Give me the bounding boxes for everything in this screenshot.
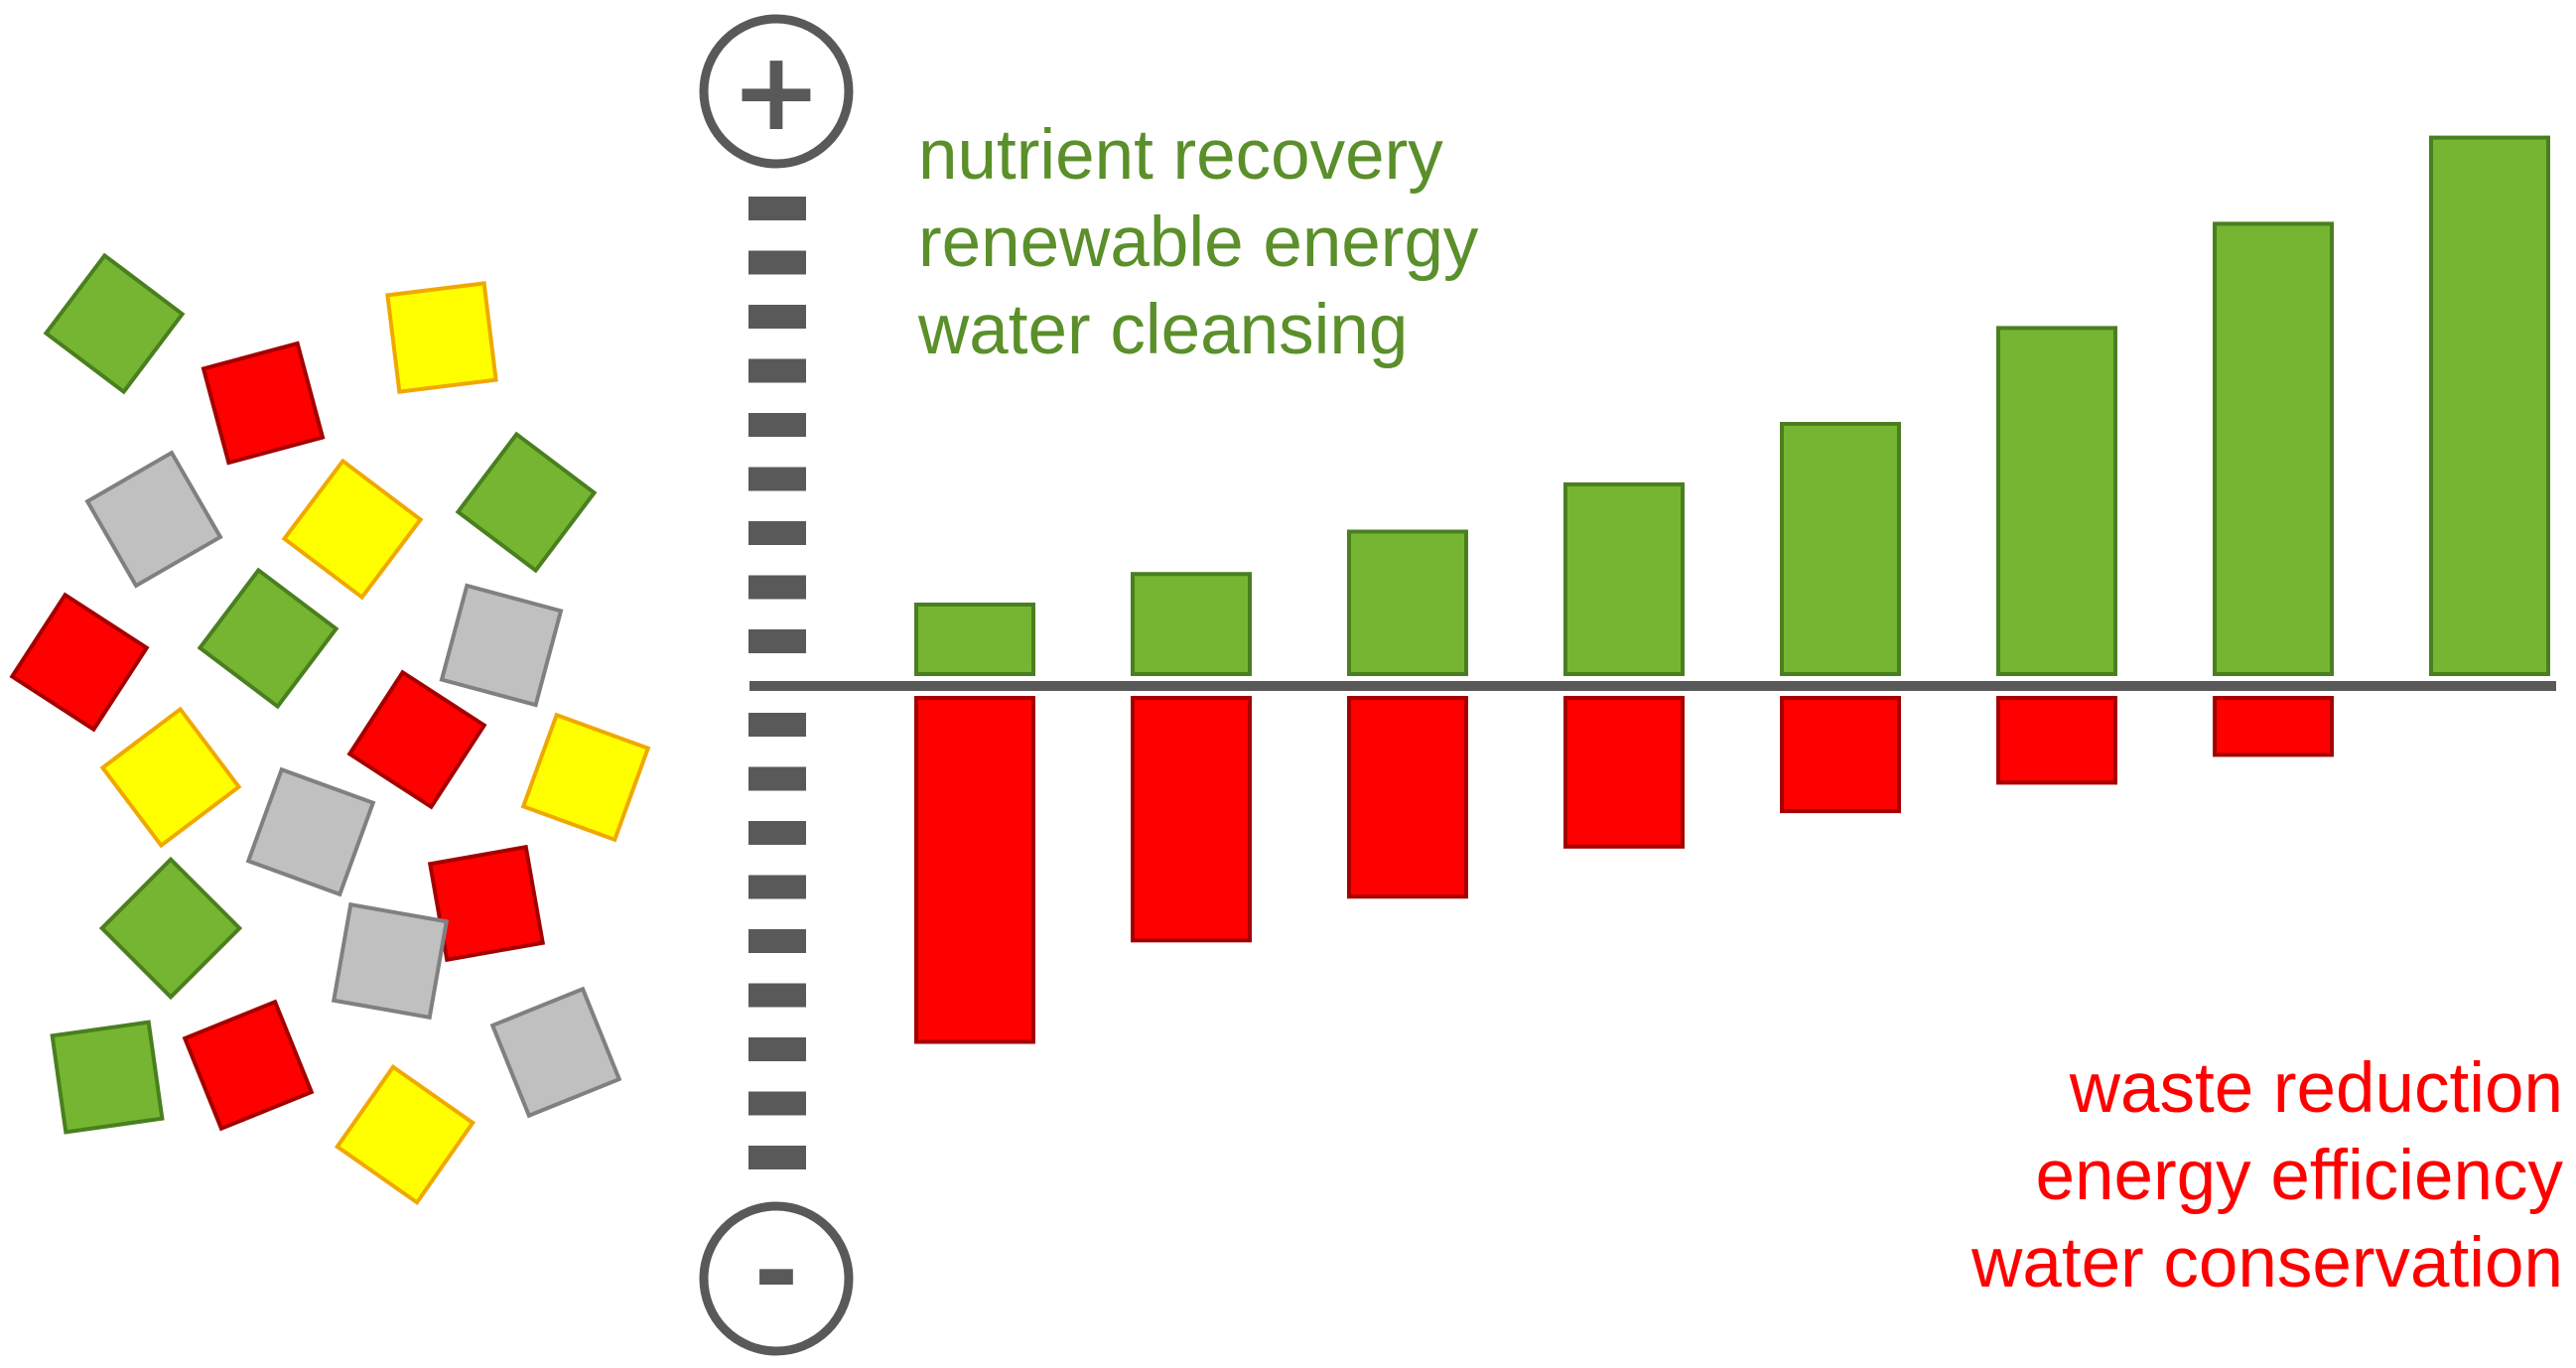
yellow-square bbox=[334, 1063, 476, 1206]
positive-bar bbox=[1347, 529, 1468, 676]
scale-dash bbox=[748, 575, 806, 600]
negative-bar bbox=[2213, 696, 2334, 757]
negative-bar bbox=[1996, 696, 2117, 785]
gray-square bbox=[84, 450, 223, 589]
scale-dash bbox=[748, 1146, 806, 1169]
gray-square bbox=[331, 901, 450, 1021]
negative-bar bbox=[1347, 696, 1468, 899]
bar-chart bbox=[914, 135, 2550, 1044]
scattered-squares bbox=[9, 252, 651, 1206]
scale-dash bbox=[748, 467, 806, 491]
scale-dash bbox=[748, 358, 806, 383]
red-square bbox=[427, 844, 546, 963]
positive-bar bbox=[2213, 221, 2334, 676]
negative-bar bbox=[914, 696, 1035, 1044]
scale-dash bbox=[748, 821, 806, 845]
green-square bbox=[98, 856, 243, 1001]
gray-square bbox=[245, 766, 376, 897]
scale-dash bbox=[748, 766, 806, 791]
scale-dash bbox=[748, 250, 806, 275]
scale-dash bbox=[748, 413, 806, 437]
red-square bbox=[182, 999, 315, 1132]
positive-label-water-cleansing: water cleansing bbox=[917, 291, 1408, 369]
minus-symbol: - bbox=[753, 1207, 799, 1334]
green-square bbox=[50, 1020, 165, 1135]
gray-square bbox=[489, 986, 622, 1119]
positive-bar bbox=[914, 603, 1035, 676]
scale-dash bbox=[748, 875, 806, 899]
scale-dash bbox=[748, 983, 806, 1008]
positive-label-nutrient-recovery: nutrient recovery bbox=[918, 116, 1443, 195]
positive-bar bbox=[2429, 135, 2550, 677]
yellow-square bbox=[281, 458, 424, 601]
positive-label-renewable-energy: renewable energy bbox=[918, 204, 1479, 282]
red-square bbox=[346, 669, 487, 810]
scale-dash bbox=[748, 305, 806, 329]
minus-circle bbox=[699, 1201, 854, 1356]
positive-labels: nutrient recovery renewable energy water… bbox=[917, 116, 1479, 369]
scale-dashes bbox=[748, 197, 806, 1169]
impact-scale: + - bbox=[699, 14, 854, 1356]
positive-bar bbox=[1780, 422, 1901, 676]
positive-bar bbox=[1563, 481, 1685, 676]
yellow-square bbox=[520, 712, 651, 843]
green-square bbox=[455, 431, 598, 574]
negative-bar bbox=[1780, 696, 1901, 814]
negative-bar bbox=[1131, 696, 1252, 943]
negative-bar bbox=[1563, 696, 1685, 849]
yellow-square bbox=[99, 706, 242, 849]
negative-label-waste-reduction: waste reduction bbox=[2069, 1049, 2563, 1128]
positive-bar bbox=[1131, 572, 1252, 677]
scale-dash bbox=[748, 1091, 806, 1116]
yellow-square bbox=[385, 281, 498, 394]
red-square bbox=[201, 341, 326, 466]
negative-label-energy-efficiency: energy efficiency bbox=[2036, 1137, 2564, 1215]
scale-dash bbox=[748, 929, 806, 953]
scale-dash bbox=[748, 713, 806, 737]
scale-dash bbox=[748, 629, 806, 653]
green-square bbox=[197, 567, 339, 710]
green-square bbox=[43, 252, 186, 395]
negative-labels: waste reduction energy efficiency water … bbox=[1970, 1049, 2563, 1302]
gray-square bbox=[439, 583, 564, 708]
plus-circle bbox=[699, 14, 854, 169]
negative-label-water-conservation: water conservation bbox=[1970, 1224, 2563, 1302]
scale-dash bbox=[748, 197, 806, 220]
positive-bar bbox=[1996, 326, 2117, 676]
red-square bbox=[9, 592, 150, 733]
plus-symbol: + bbox=[731, 28, 822, 155]
scale-dash bbox=[748, 521, 806, 545]
scale-dash bbox=[748, 1037, 806, 1061]
